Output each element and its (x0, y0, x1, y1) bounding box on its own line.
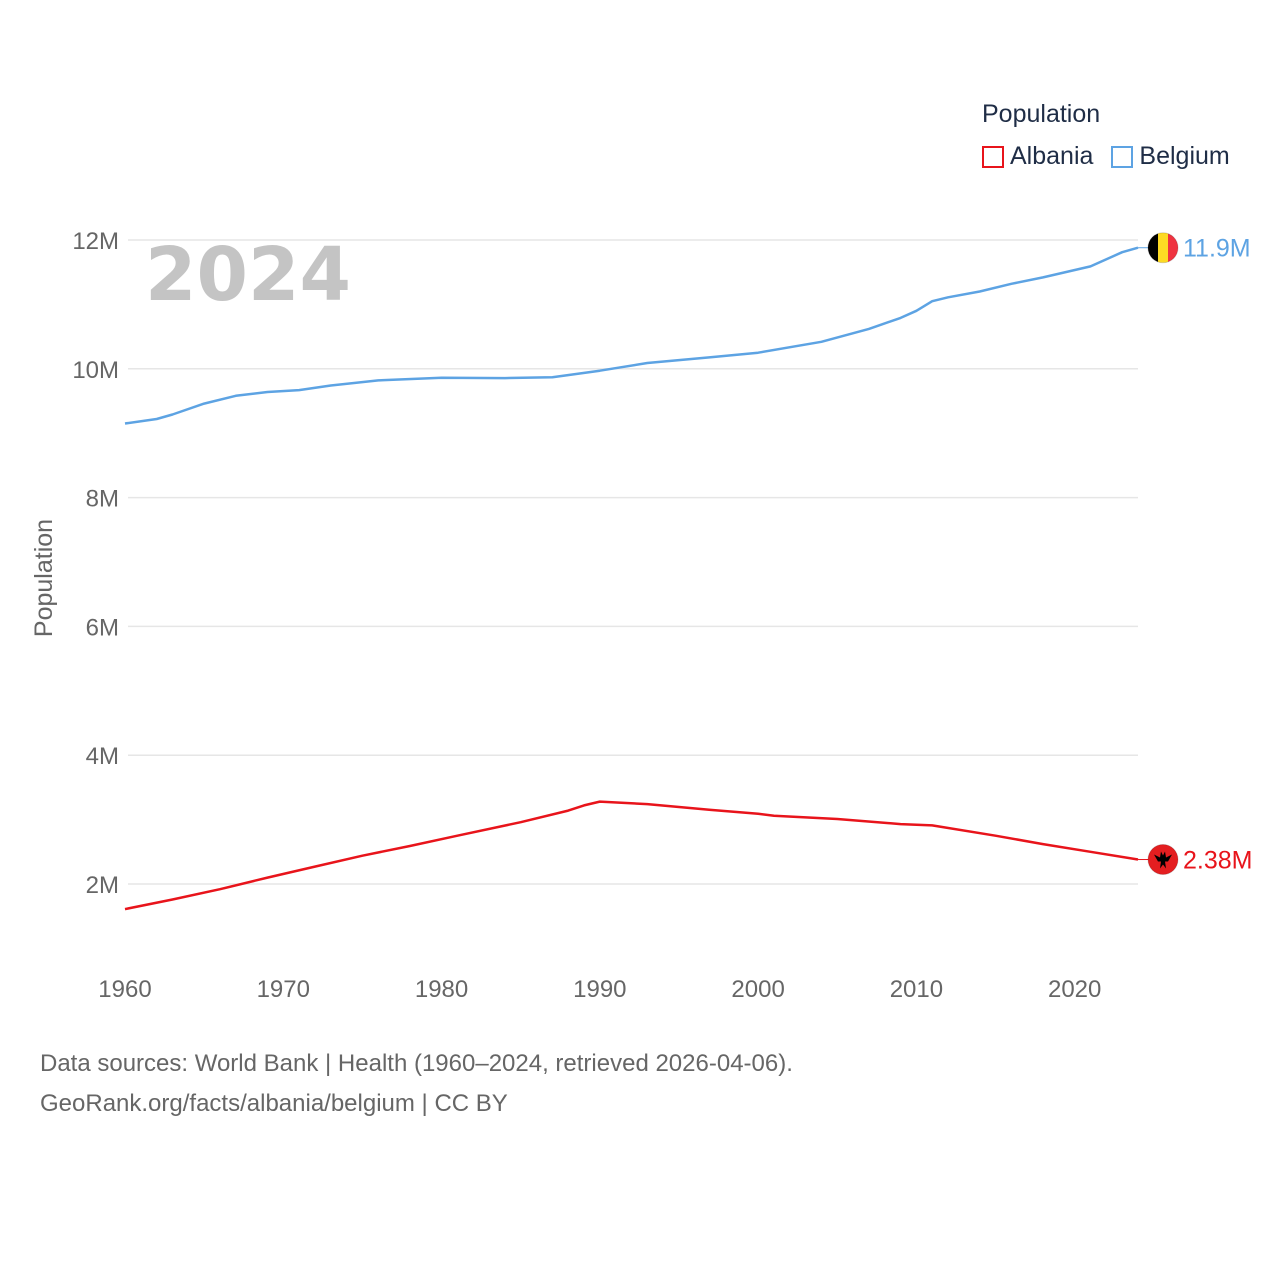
belgium-flag-icon (1147, 232, 1179, 264)
legend-item-albania[interactable]: Albania (982, 142, 1093, 171)
end-value-label-albania: 2.38M (1183, 847, 1252, 875)
x-tick-label: 1990 (573, 976, 626, 1003)
year-watermark: 2024 (145, 232, 351, 318)
end-value-label-belgium: 11.9M (1183, 235, 1251, 263)
x-tick-label: 1980 (415, 976, 468, 1003)
y-axis-label: Population (30, 519, 58, 637)
albania-flag-icon (1147, 844, 1179, 876)
x-tick-label: 2020 (1048, 976, 1101, 1003)
y-tick-label: 4M (86, 743, 119, 770)
x-tick-label: 1970 (257, 976, 310, 1003)
source-note: Data sources: World Bank | Health (1960–… (40, 1044, 793, 1124)
source-line-1: Data sources: World Bank | Health (1960–… (40, 1050, 793, 1077)
x-tick-label: 2000 (731, 976, 784, 1003)
legend-label-belgium: Belgium (1139, 142, 1230, 170)
x-tick-label: 2010 (890, 976, 943, 1003)
source-line-2[interactable]: GeoRank.org/facts/albania/belgium | CC B… (40, 1090, 508, 1117)
legend-title: Population (982, 100, 1101, 128)
y-tick-label: 8M (86, 486, 119, 513)
legend-label-albania: Albania (1010, 142, 1094, 170)
series-line-albania[interactable] (124, 800, 1139, 911)
y-tick-label: 6M (86, 614, 119, 641)
belgium-swatch (1111, 145, 1134, 168)
series-lines (124, 246, 1139, 911)
albania-swatch (982, 145, 1004, 168)
legend: Albania Belgium (982, 142, 1248, 171)
y-tick-label: 2M (86, 872, 119, 899)
axes: 2M 4M 6M 8M 10M 12M 1960 1970 1980 1990 2000 2010 20… (72, 228, 1101, 1003)
series-line-belgium[interactable] (124, 246, 1139, 425)
legend-item-belgium[interactable]: Belgium (1111, 142, 1230, 171)
y-tick-label: 10M (72, 357, 119, 384)
grid-lines (128, 239, 1138, 885)
end-markers: 11.9M 2.38M (1138, 232, 1252, 876)
x-tick-label: 1960 (98, 976, 151, 1003)
y-tick-label: 12M (72, 228, 119, 255)
